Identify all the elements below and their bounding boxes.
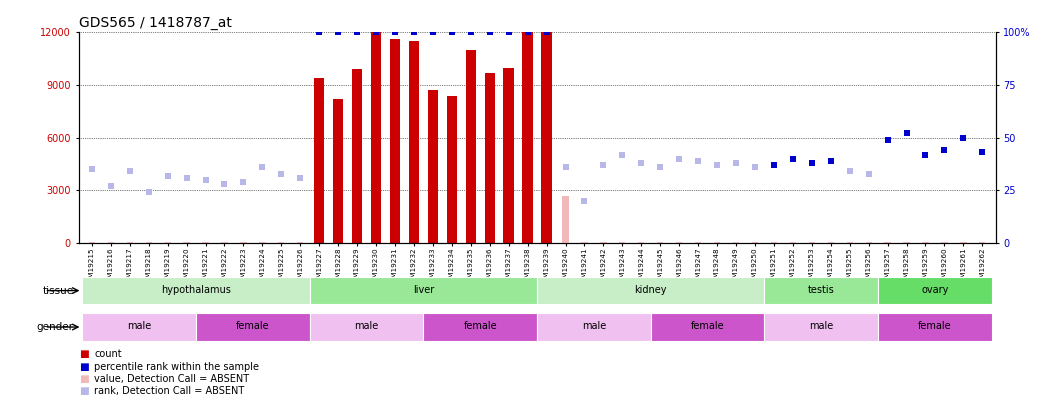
Text: male: male bbox=[127, 322, 151, 331]
Bar bbox=[83, 313, 196, 341]
Bar bbox=[885, 242, 891, 243]
Text: female: female bbox=[691, 322, 724, 331]
Bar bbox=[651, 313, 764, 341]
Bar bbox=[310, 313, 423, 341]
Bar bbox=[127, 242, 133, 243]
Text: male: male bbox=[582, 322, 606, 331]
Bar bbox=[582, 242, 588, 243]
Bar bbox=[83, 277, 310, 304]
Bar bbox=[638, 242, 645, 243]
Bar bbox=[847, 242, 853, 243]
Text: gender: gender bbox=[37, 322, 73, 332]
Bar bbox=[503, 68, 514, 243]
Bar bbox=[298, 242, 304, 243]
Text: male: male bbox=[809, 322, 833, 331]
Text: rank, Detection Call = ABSENT: rank, Detection Call = ABSENT bbox=[94, 386, 244, 396]
Text: percentile rank within the sample: percentile rank within the sample bbox=[94, 362, 259, 371]
Bar bbox=[446, 96, 457, 243]
Bar bbox=[941, 242, 947, 243]
Bar bbox=[563, 196, 569, 243]
Bar bbox=[809, 242, 815, 243]
Text: female: female bbox=[463, 322, 497, 331]
Text: ■: ■ bbox=[79, 386, 88, 396]
Text: female: female bbox=[918, 322, 952, 331]
Bar bbox=[314, 78, 325, 243]
Bar bbox=[165, 242, 171, 243]
Bar bbox=[484, 73, 495, 243]
Bar bbox=[423, 313, 537, 341]
Text: liver: liver bbox=[413, 285, 434, 295]
Bar bbox=[537, 313, 651, 341]
Bar bbox=[619, 242, 626, 243]
Text: tissue: tissue bbox=[42, 286, 73, 296]
Text: GDS565 / 1418787_at: GDS565 / 1418787_at bbox=[79, 16, 232, 30]
Bar bbox=[657, 242, 663, 243]
Bar bbox=[465, 50, 476, 243]
Bar bbox=[695, 242, 701, 243]
Bar bbox=[542, 32, 552, 243]
Bar bbox=[278, 242, 284, 243]
Text: male: male bbox=[354, 322, 378, 331]
Bar bbox=[751, 242, 758, 243]
Bar bbox=[601, 242, 607, 243]
Text: kidney: kidney bbox=[634, 285, 667, 295]
Bar bbox=[878, 313, 991, 341]
Bar bbox=[390, 39, 400, 243]
Bar bbox=[764, 277, 878, 304]
Bar bbox=[922, 242, 929, 243]
Text: testis: testis bbox=[808, 285, 834, 295]
Bar bbox=[202, 242, 209, 243]
Bar bbox=[221, 242, 227, 243]
Bar bbox=[903, 242, 910, 243]
Bar bbox=[310, 277, 537, 304]
Bar bbox=[878, 277, 991, 304]
Text: count: count bbox=[94, 350, 122, 359]
Bar bbox=[676, 242, 682, 243]
Bar bbox=[790, 242, 796, 243]
Bar bbox=[770, 242, 777, 243]
Bar bbox=[428, 90, 438, 243]
Bar bbox=[352, 69, 363, 243]
Bar bbox=[764, 313, 878, 341]
Bar bbox=[537, 277, 764, 304]
Text: ■: ■ bbox=[79, 362, 88, 371]
Bar bbox=[333, 99, 344, 243]
Bar bbox=[828, 242, 834, 243]
Bar bbox=[866, 242, 872, 243]
Bar bbox=[240, 242, 246, 243]
Bar bbox=[522, 32, 532, 243]
Bar bbox=[409, 41, 419, 243]
Bar bbox=[146, 242, 152, 243]
Text: female: female bbox=[236, 322, 269, 331]
Bar bbox=[89, 242, 95, 243]
Text: value, Detection Call = ABSENT: value, Detection Call = ABSENT bbox=[94, 374, 249, 384]
Text: ■: ■ bbox=[79, 350, 88, 359]
Text: ovary: ovary bbox=[921, 285, 948, 295]
Bar bbox=[979, 242, 985, 243]
Bar bbox=[183, 242, 190, 243]
Bar bbox=[714, 242, 720, 243]
Bar bbox=[196, 313, 310, 341]
Bar bbox=[108, 242, 114, 243]
Bar bbox=[960, 242, 966, 243]
Bar bbox=[733, 242, 739, 243]
Bar bbox=[259, 242, 265, 243]
Bar bbox=[371, 32, 381, 243]
Text: ■: ■ bbox=[79, 374, 88, 384]
Text: hypothalamus: hypothalamus bbox=[161, 285, 231, 295]
